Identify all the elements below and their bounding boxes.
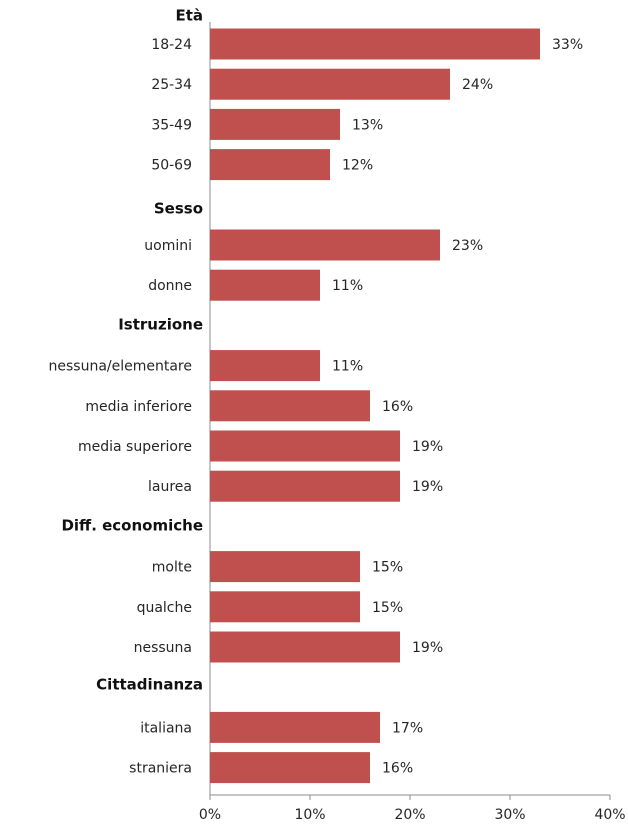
value-label: 15% xyxy=(372,560,403,576)
value-label: 33% xyxy=(552,37,583,53)
bar xyxy=(210,149,330,181)
x-tick-label: 10% xyxy=(294,807,325,823)
value-label: 23% xyxy=(452,238,483,254)
value-label: 19% xyxy=(412,479,443,495)
bar xyxy=(210,28,540,60)
value-labels: 33% 24% 13% 12% 23% 11% 11% 16% 19% 19% 15% 15% 19% 1… xyxy=(332,37,583,777)
bar xyxy=(210,591,360,623)
category-label: 35-49 xyxy=(151,117,192,133)
category-label: 25-34 xyxy=(151,77,192,93)
category-label: italiana xyxy=(140,720,192,736)
x-axis: 0% 10% 20% 30% 40% xyxy=(199,22,626,823)
category-label: donne xyxy=(148,278,192,294)
value-label: 19% xyxy=(412,439,443,455)
x-tick-label: 20% xyxy=(394,807,425,823)
group-labels: Età Sesso Istruzione Diff. economiche Cittad… xyxy=(61,7,203,694)
category-label: qualche xyxy=(137,600,192,616)
value-label: 17% xyxy=(392,720,423,736)
bar xyxy=(210,350,320,382)
category-label: nessuna/elementare xyxy=(49,359,193,375)
value-label: 11% xyxy=(332,278,363,294)
bar xyxy=(210,631,400,663)
group-label: Età xyxy=(175,7,203,25)
category-label: 50-69 xyxy=(151,158,192,174)
value-label: 11% xyxy=(332,359,363,375)
x-tick-label: 40% xyxy=(594,807,625,823)
value-label: 16% xyxy=(382,399,413,415)
value-label: 16% xyxy=(382,761,413,777)
x-tick-label: 30% xyxy=(494,807,525,823)
group-label: Cittadinanza xyxy=(96,676,203,694)
category-label: molte xyxy=(152,560,192,576)
category-label: nessuna xyxy=(134,640,192,656)
bar xyxy=(210,711,380,743)
bar xyxy=(210,551,360,583)
category-label: laurea xyxy=(148,479,192,495)
value-label: 12% xyxy=(342,158,373,174)
bar xyxy=(210,108,340,140)
bar xyxy=(210,269,320,301)
group-label: Sesso xyxy=(154,200,203,218)
category-labels: 18-24 25-34 35-49 50-69 uomini donne nessuna/e… xyxy=(49,37,193,777)
value-label: 15% xyxy=(372,600,403,616)
category-label: media superiore xyxy=(78,439,192,455)
value-label: 24% xyxy=(462,77,493,93)
bar xyxy=(210,229,440,261)
category-label: 18-24 xyxy=(151,37,192,53)
bar xyxy=(210,68,450,100)
category-label: media inferiore xyxy=(85,399,192,415)
group-label: Diff. economiche xyxy=(61,517,203,535)
bars xyxy=(210,28,540,784)
category-label: uomini xyxy=(144,238,192,254)
bar xyxy=(210,752,370,784)
category-label: straniera xyxy=(129,761,192,777)
bar xyxy=(210,430,400,462)
value-label: 19% xyxy=(412,640,443,656)
x-tick-label: 0% xyxy=(199,807,221,823)
value-label: 13% xyxy=(352,117,383,133)
bar xyxy=(210,470,400,502)
bar xyxy=(210,390,370,422)
group-label: Istruzione xyxy=(118,316,203,334)
